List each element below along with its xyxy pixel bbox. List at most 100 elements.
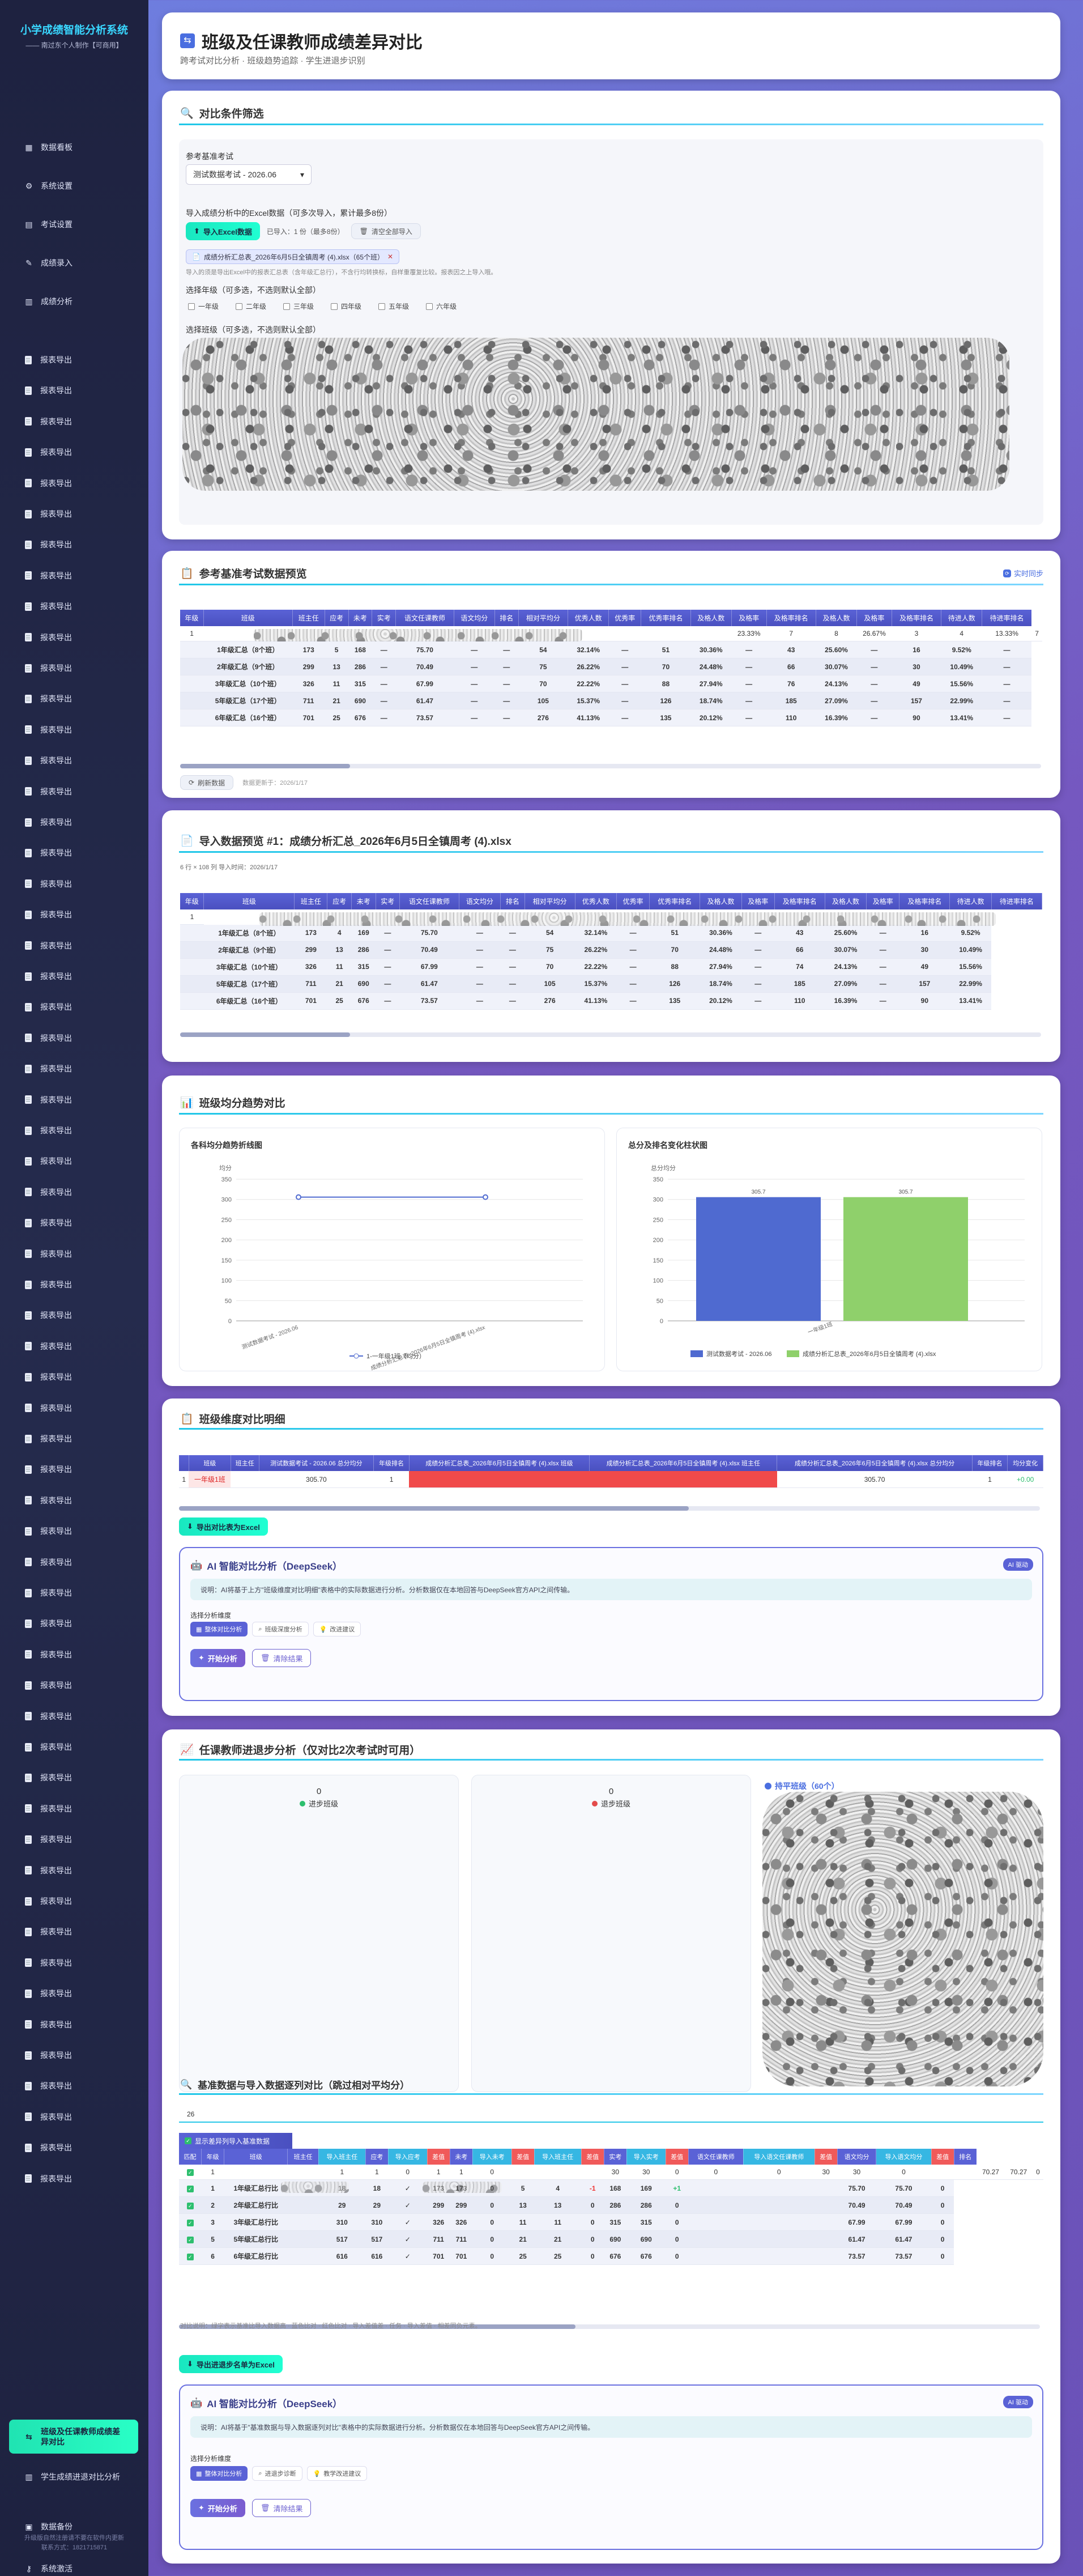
sidebar-item-export[interactable]: 报表导出 [9, 1213, 138, 1232]
column-header[interactable]: 测试数据考试 - 2026.06 总分均分 [259, 1455, 374, 1471]
sidebar-item-export[interactable]: 报表导出 [9, 813, 138, 832]
sidebar-item-bottom-2[interactable]: ⚷ 系统激活 [9, 2559, 138, 2576]
column-header[interactable]: 及格人数 [690, 610, 732, 626]
import-preview-scrollbar[interactable] [180, 1032, 1041, 1037]
dimension-option[interactable]: 💡 教学改进建议 [306, 2466, 368, 2481]
column-header[interactable]: 及格率排名 [899, 893, 950, 909]
compare-scrollbar[interactable] [179, 2324, 1040, 2329]
column-header[interactable]: 应考 [365, 2149, 389, 2165]
column-header[interactable]: 导入班主任 [318, 2149, 366, 2165]
column-header[interactable]: 年级 [180, 893, 204, 909]
column-header[interactable]: 及格率排名 [892, 610, 942, 626]
sidebar-item-export[interactable]: 报表导出 [9, 658, 138, 678]
column-header[interactable]: 班主任 [294, 893, 328, 909]
sidebar-item-export[interactable]: 报表导出 [9, 597, 138, 616]
sidebar-item-export[interactable]: 报表导出 [9, 751, 138, 770]
column-header[interactable]: 成绩分析汇总表_2026年6月5日全镇周考 (4).xlsx 班主任 [589, 1455, 778, 1471]
grade-checkbox[interactable]: 二年级 [236, 301, 266, 311]
column-header[interactable]: 实考 [604, 2149, 627, 2165]
sidebar-item-export[interactable]: 报表导出 [9, 474, 138, 493]
grade-checkbox[interactable]: 五年级 [378, 301, 409, 311]
legend-label[interactable]: 测试数据考试 - 2026.06 [706, 1350, 772, 1358]
match-cell[interactable]: ✓ [179, 2213, 202, 2231]
column-header[interactable]: 实考 [372, 610, 396, 626]
legend-label[interactable]: 1-一年级1班（均分） [366, 1352, 425, 1360]
sidebar-item-export[interactable]: 报表导出 [9, 1737, 138, 1757]
detail-scrollbar[interactable] [179, 1506, 1040, 1511]
column-header[interactable]: 班主任 [287, 2149, 319, 2165]
column-header[interactable]: 应考 [325, 610, 349, 626]
column-header[interactable]: 班级 [203, 893, 295, 909]
column-header[interactable]: 优秀率 [616, 893, 650, 909]
sidebar-item-export[interactable]: 报表导出 [9, 1676, 138, 1695]
column-header[interactable]: 均分变化 [1007, 1455, 1043, 1471]
sidebar-item-export[interactable]: 报表导出 [9, 905, 138, 924]
column-header[interactable]: 匹配 [179, 2149, 202, 2165]
sidebar-item-export[interactable]: 报表导出 [9, 1583, 138, 1602]
grade-checkbox[interactable]: 四年级 [331, 301, 361, 311]
column-header[interactable] [179, 1455, 189, 1471]
column-header[interactable]: 语文均分 [837, 2149, 877, 2165]
column-header[interactable]: 及格人数 [825, 893, 867, 909]
import-excel-button[interactable]: ⬆ 导入Excel数据 [186, 222, 260, 240]
column-header[interactable]: 班级 [189, 1455, 231, 1471]
bar[interactable] [696, 1197, 821, 1321]
sidebar-item-bottom-1[interactable]: ▣ 数据备份 [9, 2517, 138, 2536]
remove-file-icon[interactable]: ✕ [387, 253, 394, 261]
column-header[interactable]: 差值 [511, 2149, 535, 2165]
column-header[interactable]: 语文任课教师 [688, 2149, 744, 2165]
sidebar-item-0[interactable]: ▦ 数据看板 [9, 138, 138, 157]
sidebar-item-export[interactable]: 报表导出 [9, 1090, 138, 1110]
column-header[interactable]: 及格率排名 [774, 893, 825, 909]
grade-checkbox[interactable]: 一年级 [188, 301, 219, 311]
sidebar-item-export[interactable]: 报表导出 [9, 1521, 138, 1541]
column-header[interactable]: 未考 [348, 610, 373, 626]
start-analysis-button[interactable]: ✦ 开始分析 [190, 2499, 245, 2517]
sidebar-item-export[interactable]: 报表导出 [9, 1491, 138, 1510]
column-header[interactable]: 班级 [203, 610, 293, 626]
sidebar-item-export[interactable]: 报表导出 [9, 381, 138, 400]
column-header[interactable]: 未考 [351, 893, 376, 909]
sidebar-item-export[interactable]: 报表导出 [9, 2169, 138, 2188]
column-header[interactable]: 成绩分析汇总表_2026年6月5日全镇周考 (4).xlsx 总分均分 [777, 1455, 973, 1471]
column-header[interactable]: 导入实考 [626, 2149, 666, 2165]
sidebar-item-export[interactable]: 报表导出 [9, 1645, 138, 1664]
column-header[interactable]: 导入应考 [388, 2149, 428, 2165]
column-header[interactable]: 排名 [494, 610, 519, 626]
sidebar-item-export[interactable]: 报表导出 [9, 535, 138, 554]
column-header[interactable]: 导入班主任 [534, 2149, 582, 2165]
column-header[interactable]: 差值 [931, 2149, 954, 2165]
column-header[interactable]: 优秀率 [608, 610, 642, 626]
sidebar-item-export[interactable]: 报表导出 [9, 2046, 138, 2065]
column-header[interactable]: 及格率 [856, 610, 892, 626]
column-header[interactable]: 语文任课教师 [395, 610, 454, 626]
column-header[interactable]: 差值 [815, 2149, 838, 2165]
data-point[interactable] [483, 1194, 488, 1200]
dimension-option[interactable]: ⌕ 班级深度分析 [252, 1622, 309, 1636]
start-analysis-button[interactable]: ✦ 开始分析 [190, 1649, 245, 1667]
base-exam-select[interactable]: 测试数据考试 - 2026.06 ▾ [186, 164, 312, 185]
sidebar-item-export[interactable]: 报表导出 [9, 997, 138, 1017]
sidebar-item-3[interactable]: ✎ 成绩录入 [9, 253, 138, 273]
sidebar-item-export[interactable]: 报表导出 [9, 1367, 138, 1387]
sidebar-item-export[interactable]: 报表导出 [9, 1768, 138, 1787]
match-cell[interactable]: ✓ [179, 2247, 202, 2265]
column-header[interactable]: 差值 [427, 2149, 450, 2165]
column-header[interactable]: 未考 [450, 2149, 473, 2165]
export-compare-button[interactable]: ⬇ 导出对比表为Excel [179, 1517, 268, 1536]
sidebar-item-export[interactable]: 报表导出 [9, 412, 138, 431]
sidebar-item-export[interactable]: 报表导出 [9, 2138, 138, 2157]
column-header[interactable]: 优秀人数 [568, 610, 609, 626]
legend-label[interactable]: 成绩分析汇总表_2026年6月5日全镇周考 (4).xlsx [803, 1350, 936, 1358]
column-header[interactable]: 年级 [180, 610, 204, 626]
column-header[interactable]: 语文均分 [454, 610, 495, 626]
column-header[interactable]: 及格率 [741, 893, 775, 909]
sidebar-item-export[interactable]: 报表导出 [9, 1337, 138, 1356]
column-header[interactable]: 优秀率排名 [641, 610, 691, 626]
column-header[interactable]: 导入语文均分 [876, 2149, 932, 2165]
column-header[interactable]: 待进率排名 [982, 610, 1032, 626]
column-header[interactable]: 及格率排名 [766, 610, 816, 626]
column-header[interactable]: 待进率排名 [991, 893, 1042, 909]
sidebar-item-export[interactable]: 报表导出 [9, 1953, 138, 1973]
match-cell[interactable]: ✓ [179, 2165, 202, 2180]
